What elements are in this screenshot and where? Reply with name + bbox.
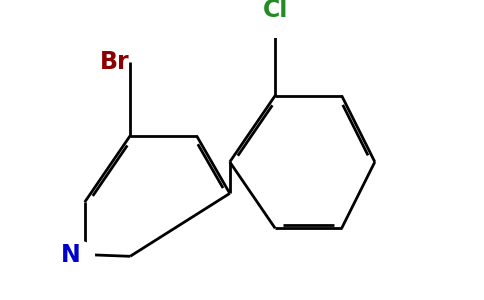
Text: Cl: Cl <box>262 0 288 22</box>
Text: N: N <box>60 243 80 267</box>
Text: Br: Br <box>100 50 129 74</box>
